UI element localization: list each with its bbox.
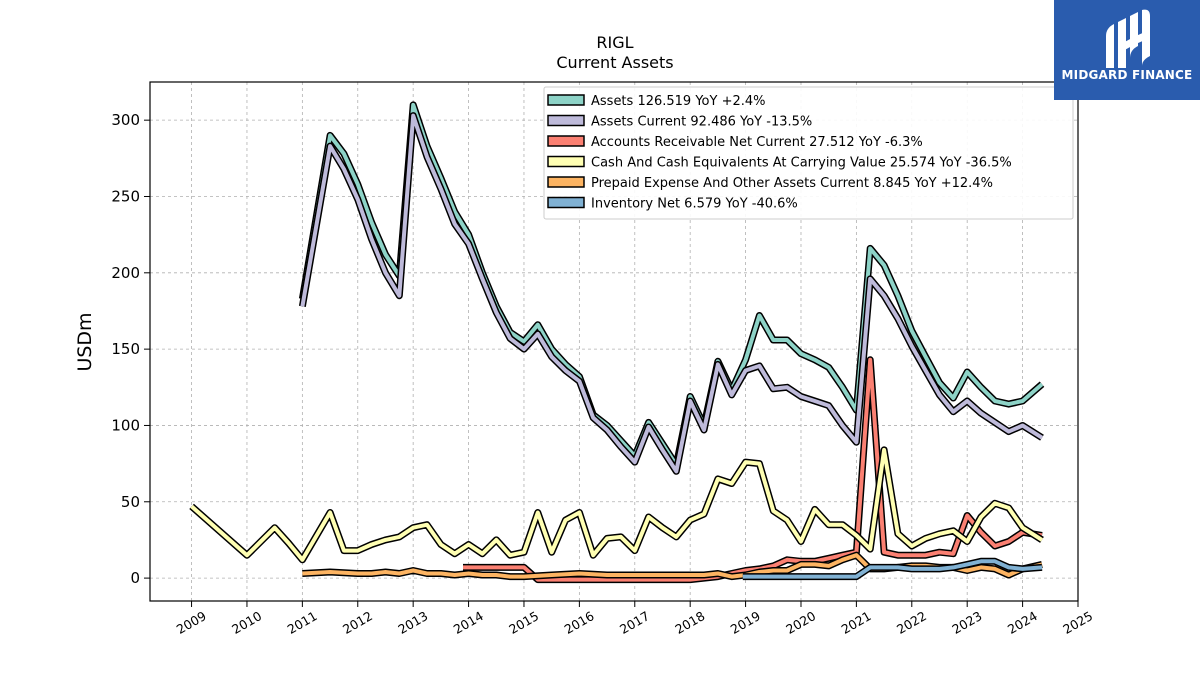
x-tick-label: 2010 (229, 608, 264, 637)
y-tick-label: 200 (111, 264, 140, 282)
y-tick-label: 50 (121, 493, 140, 511)
chart-title: RIGL (596, 33, 633, 52)
legend-swatch (547, 135, 585, 147)
chart-subtitle: Current Assets (556, 53, 673, 72)
x-tick-label: 2016 (562, 608, 597, 637)
x-tick-label: 2012 (340, 608, 375, 637)
x-tick-label: 2015 (506, 608, 541, 637)
x-tick-label: 2023 (949, 608, 984, 637)
series-line (742, 559, 1043, 579)
brand-logo: MIDGARD FINANCE (1054, 0, 1200, 100)
legend-entry: Prepaid Expense And Other Assets Current… (591, 176, 993, 191)
y-tick-label: 150 (111, 340, 140, 358)
y-tick-label: 250 (111, 187, 140, 205)
legend: Assets 126.519 YoY +2.4% Assets Current 9… (543, 86, 1074, 220)
y-tick-label: 300 (111, 111, 140, 129)
series-line (300, 113, 1044, 474)
legend-swatch (547, 114, 585, 127)
legend-swatch (547, 94, 585, 106)
x-tick-label: 2014 (451, 608, 486, 637)
x-tick-label: 2024 (1005, 608, 1040, 637)
brand-name: MIDGARD FINANCE (1061, 68, 1193, 82)
x-tick-label: 2020 (783, 608, 818, 637)
y-tick-label: 100 (111, 416, 140, 434)
y-tick-label: 0 (130, 569, 140, 587)
x-tick-label: 2021 (839, 608, 874, 637)
series-lines (189, 101, 1045, 584)
legend-entry: Assets Current 92.486 YoY -13.5% (591, 115, 812, 130)
legend-box (543, 86, 1074, 220)
y-axis-label: USDm (74, 312, 96, 371)
brand-mark-icon (1106, 9, 1150, 68)
legend-swatch (547, 176, 585, 188)
x-tick-label: 2022 (894, 608, 929, 637)
legend-swatch (547, 155, 585, 168)
x-tick-label: 2011 (285, 608, 320, 637)
x-tick-label: 2019 (728, 608, 763, 637)
series-line (190, 447, 1044, 562)
series-line (463, 357, 1043, 582)
x-tick-label: 2009 (174, 608, 209, 637)
legend-entry: Cash And Cash Equivalents At Carrying Va… (591, 156, 1012, 171)
plot-frame (149, 81, 1079, 602)
legend-entry: Inventory Net 6.579 YoY -40.6% (591, 197, 798, 212)
x-tick-label: 2017 (617, 608, 652, 637)
legend-entry: Accounts Receivable Net Current 27.512 Y… (591, 135, 923, 150)
x-tick-label: 2025 (1060, 608, 1095, 637)
legend-entry: Assets 126.519 YoY +2.4% (591, 94, 766, 109)
legend-swatch (547, 196, 585, 209)
x-tick-label: 2013 (395, 608, 430, 637)
x-tick-label: 2018 (672, 608, 707, 637)
